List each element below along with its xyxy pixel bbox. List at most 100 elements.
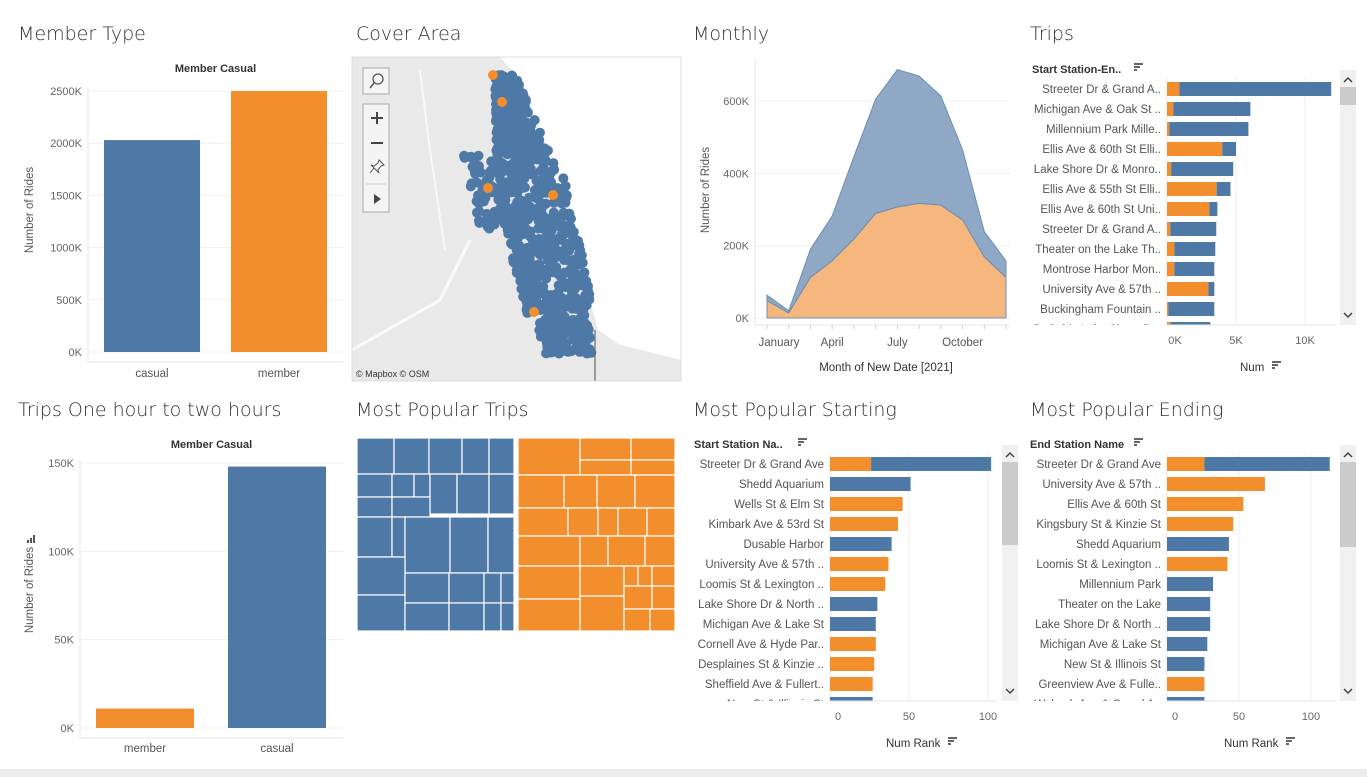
bar-row[interactable]: Dusable Harbor: [743, 537, 892, 551]
treemap-cell-casual[interactable]: [429, 473, 458, 515]
bar-row[interactable]: Wabash Ave & Grand A..: [1034, 697, 1205, 711]
header-sort-icon[interactable]: [798, 438, 807, 446]
scroll-down-icon[interactable]: [1343, 688, 1353, 695]
zoom-in-button[interactable]: [371, 112, 383, 124]
bar-member[interactable]: [1167, 202, 1210, 216]
bar-member[interactable]: [1167, 122, 1170, 136]
bar-member[interactable]: [1167, 497, 1244, 511]
bar-casual[interactable]: [871, 457, 992, 471]
map-search-button[interactable]: [362, 67, 390, 95]
bar-member[interactable]: [1167, 262, 1175, 276]
scroll-up-icon[interactable]: [1005, 451, 1015, 458]
bar-casual[interactable]: [1168, 302, 1215, 316]
treemap-cell-casual[interactable]: [461, 437, 490, 475]
bar-casual[interactable]: [830, 697, 873, 711]
bar-row[interactable]: Lake Shore Dr & North ..: [1035, 617, 1211, 631]
treemap-cell-member[interactable]: [623, 608, 651, 632]
bar-row[interactable]: Loomis St & Lexington ..: [1036, 557, 1228, 571]
bar-member[interactable]: [1167, 677, 1205, 691]
bar-row[interactable]: Streeter Dr & Grand Ave: [700, 457, 992, 471]
bar-casual[interactable]: [830, 597, 878, 611]
scrollbar[interactable]: [1340, 445, 1356, 701]
treemap-cell-casual[interactable]: [448, 602, 485, 632]
bar-row[interactable]: University Ave & 57th ..: [705, 557, 889, 571]
scrollbar-thumb[interactable]: [1002, 462, 1018, 545]
treemap-cell-member[interactable]: [644, 535, 676, 567]
treemap-cell-casual[interactable]: [500, 602, 515, 632]
bar-member[interactable]: [1167, 182, 1217, 196]
treemap-cell-casual[interactable]: [487, 516, 515, 574]
treemap-cell-member[interactable]: [651, 565, 676, 587]
bar-row[interactable]: New St & Illinois St: [1064, 657, 1205, 671]
treemap-cell-member[interactable]: [517, 437, 581, 476]
treemap-cell-member[interactable]: [597, 507, 619, 537]
bar-casual[interactable]: [830, 537, 892, 551]
bar-row[interactable]: Streeter Dr & Grand Ave: [1037, 457, 1330, 471]
bar-member[interactable]: [96, 708, 194, 728]
axis-sort-icon[interactable]: [1286, 737, 1295, 745]
treemap-cell-member[interactable]: [579, 565, 625, 597]
bar-member[interactable]: [830, 457, 872, 471]
bar-row[interactable]: Kingsbury St & Kinzie St: [1036, 517, 1234, 531]
bar-member[interactable]: [1167, 557, 1228, 571]
bar-row[interactable]: Ellis Ave & 55th St Elli..: [1042, 182, 1231, 196]
treemap-cell-member[interactable]: [579, 437, 632, 461]
bar-casual[interactable]: [830, 617, 876, 631]
bar-casual[interactable]: [1171, 162, 1234, 176]
bar-row[interactable]: Wells St & Elm St: [734, 497, 903, 511]
treemap-cell-casual[interactable]: [483, 572, 502, 604]
bar-member[interactable]: [830, 497, 903, 511]
treemap-cell-casual[interactable]: [488, 473, 515, 515]
treemap-cell-casual[interactable]: [356, 556, 406, 596]
bar-casual[interactable]: [1174, 242, 1216, 256]
scroll-down-icon[interactable]: [1005, 688, 1015, 695]
bar-row[interactable]: Lake Shore Dr & Monro..: [1034, 162, 1234, 176]
bar-row[interactable]: Montrose Harbor Mon..: [1043, 262, 1215, 276]
treemap-cell-member[interactable]: [623, 565, 639, 587]
scroll-up-icon[interactable]: [1343, 76, 1353, 83]
axis-sort-icon[interactable]: [948, 737, 957, 745]
treemap-cell-casual[interactable]: [356, 496, 393, 518]
bar-member[interactable]: [1167, 222, 1171, 236]
treemap-cell-casual[interactable]: [456, 473, 490, 515]
treemap-cell-member[interactable]: [563, 474, 598, 509]
bar-casual[interactable]: [1167, 597, 1211, 611]
bar-member[interactable]: [830, 517, 898, 531]
bar-member[interactable]: [1167, 517, 1234, 531]
bar-casual[interactable]: [1169, 122, 1249, 136]
bar-row[interactable]: Millennium Park: [1079, 577, 1214, 591]
bar-casual[interactable]: [1204, 457, 1330, 471]
bar-row[interactable]: DuSable Lake Shore Dr..: [1034, 322, 1211, 336]
bar-casual[interactable]: [1216, 182, 1231, 196]
treemap-cell-casual[interactable]: [483, 602, 502, 632]
treemap-cell-member[interactable]: [517, 598, 581, 632]
bar-casual[interactable]: [1170, 322, 1211, 336]
bar-row[interactable]: Greenview Ave & Fulle..: [1038, 677, 1205, 691]
treemap-cell-member[interactable]: [630, 459, 676, 476]
treemap-cell-casual[interactable]: [404, 602, 450, 632]
bar-casual[interactable]: [1170, 222, 1217, 236]
bar-row[interactable]: Loomis St & Lexington ..: [699, 577, 886, 591]
bar-row[interactable]: Sheffield Ave & Fullert..: [705, 677, 873, 691]
treemap-cell-member[interactable]: [651, 585, 676, 610]
bar-member[interactable]: [1167, 162, 1172, 176]
bar-casual[interactable]: [1222, 142, 1236, 156]
bar-casual[interactable]: [1179, 82, 1332, 96]
bar-row[interactable]: Lake Shore Dr & North ..: [698, 597, 878, 611]
play-button[interactable]: [374, 194, 381, 204]
bar-member[interactable]: [231, 91, 327, 352]
treemap-cell-member[interactable]: [517, 535, 581, 567]
bar-member[interactable]: [830, 577, 886, 591]
treemap-cell-member[interactable]: [617, 507, 648, 537]
bar-casual[interactable]: [1167, 637, 1208, 651]
bar-row[interactable]: New St & Illinois St: [727, 697, 873, 711]
bar-row[interactable]: Desplaines St & Kinzie ..: [698, 657, 875, 671]
bar-row[interactable]: Millennium Park Mille..: [1046, 122, 1249, 136]
treemap-cell-casual[interactable]: [448, 572, 485, 604]
bar-casual[interactable]: [830, 477, 911, 491]
treemap-cell-member[interactable]: [567, 507, 599, 537]
cover-area-map[interactable]: © Mapbox © OSM: [351, 56, 682, 382]
bar-row[interactable]: Michigan Ave & Lake St: [1040, 637, 1208, 651]
bar-member[interactable]: [1167, 457, 1205, 471]
bar-casual[interactable]: [1208, 282, 1215, 296]
